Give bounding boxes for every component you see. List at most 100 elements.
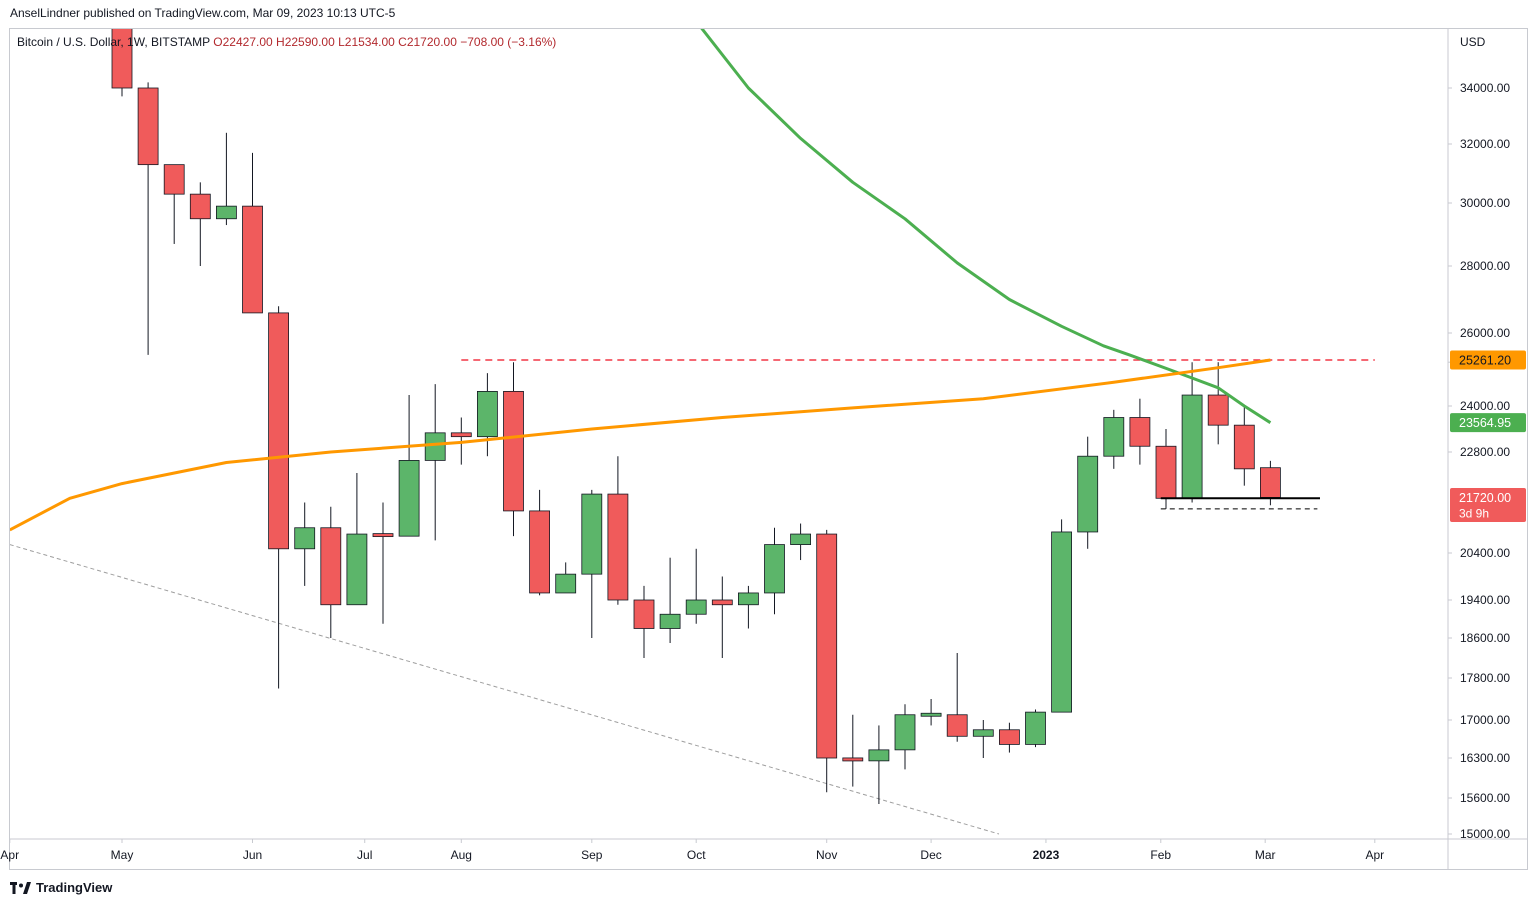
price-tag-25261.20: 25261.20	[1450, 350, 1526, 370]
candle-body	[424, 432, 446, 461]
candle-body	[450, 432, 472, 438]
y-tick-label: 15000.00	[1460, 827, 1510, 841]
chart-legend: Bitcoin / U.S. Dollar, 1W, BITSTAMP O224…	[17, 35, 556, 49]
candle-2022-11-14	[842, 714, 864, 787]
candle-2022-05-02	[111, 29, 133, 97]
candle-2022-07-25	[424, 384, 446, 541]
candle-2022-11-28	[894, 704, 916, 770]
legend-low: L21534.00	[338, 35, 395, 49]
trendline-dashed	[10, 544, 1000, 835]
price-tag-box	[1450, 350, 1526, 370]
candle-2022-06-27	[320, 506, 342, 638]
candle-body	[1260, 467, 1281, 498]
candle-2023-02-06	[1155, 429, 1177, 509]
candle-body	[1233, 424, 1255, 470]
candle-body	[137, 87, 159, 166]
price-tag-label: 23564.95	[1459, 416, 1511, 430]
tradingview-logo-icon	[10, 881, 31, 894]
y-tick-label: 15600.00	[1460, 791, 1510, 805]
candle-body	[555, 573, 577, 594]
candle-body	[790, 533, 811, 545]
price-tag-box	[1450, 487, 1526, 522]
x-tick-label: Dec	[920, 848, 941, 862]
candle-2022-05-09	[137, 82, 159, 355]
candle-body	[816, 533, 838, 759]
x-tick-label: 2023	[1033, 848, 1060, 862]
candle-body	[764, 544, 785, 594]
chart-frame	[9, 28, 1528, 870]
currency-label: USD	[1460, 35, 1486, 49]
x-tick-label: Apr	[1365, 848, 1384, 862]
candle-body	[320, 527, 342, 606]
candle-body	[607, 493, 629, 601]
x-tick-label: Nov	[816, 848, 837, 862]
candle-2023-01-23	[1103, 409, 1125, 469]
candle-body	[294, 527, 316, 550]
moving-average-green	[700, 29, 1272, 424]
candle-2022-07-11	[372, 502, 394, 624]
y-tick-label: 17000.00	[1460, 713, 1510, 727]
candle-body	[1181, 394, 1203, 499]
candle-2022-10-31	[790, 523, 811, 561]
candle-2023-02-20	[1207, 362, 1229, 445]
candle-2022-09-19	[633, 585, 655, 658]
candle-body	[398, 460, 420, 537]
plot-area	[10, 29, 1375, 835]
candle-2022-12-05	[920, 699, 942, 726]
y-tick-label: 34000.00	[1460, 81, 1510, 95]
candle-body	[111, 29, 133, 89]
price-tag-box	[1450, 413, 1526, 433]
x-tick-label: Sep	[581, 848, 603, 862]
y-tick-label: 24000.00	[1460, 399, 1510, 413]
x-tick-label: Feb	[1150, 848, 1171, 862]
candle-body	[163, 164, 185, 195]
x-tick-label: May	[111, 848, 134, 862]
candle-2023-01-02	[1025, 709, 1046, 748]
footer-brand: TradingView	[36, 880, 113, 895]
candle-body	[842, 757, 864, 762]
candle-2022-12-12	[946, 653, 968, 742]
candle-2022-09-05	[581, 489, 603, 638]
candle-2022-05-16	[163, 164, 185, 244]
candle-2022-10-17	[738, 585, 759, 629]
legend-close: C21720.00	[398, 35, 457, 49]
candle-body	[529, 510, 550, 594]
y-tick-label: 26000.00	[1460, 326, 1510, 340]
price-tag-23564.95: 23564.95	[1450, 413, 1526, 433]
candle-body	[189, 193, 211, 220]
candle-2023-01-16	[1077, 436, 1099, 549]
y-tick-label: 28000.00	[1460, 259, 1510, 273]
candle-body	[999, 729, 1020, 745]
price-tag-countdown: 3d 9h	[1459, 506, 1489, 520]
candle-2022-08-08	[476, 373, 498, 457]
candle-body	[868, 749, 890, 762]
x-tick-label: Oct	[687, 848, 706, 862]
x-tick-label: Apr	[0, 848, 19, 862]
y-tick-label: 16300.00	[1460, 751, 1510, 765]
candle-2023-01-30	[1129, 398, 1151, 465]
candle-2022-07-04	[346, 473, 368, 606]
y-tick-label: 22800.00	[1460, 445, 1510, 459]
legend-symbol: Bitcoin / U.S. Dollar, 1W, BITSTAMP	[17, 35, 210, 49]
candle-2022-07-18	[398, 395, 420, 537]
legend-open: O22427.00	[213, 35, 273, 49]
candle-body	[1155, 445, 1177, 499]
candle-body	[738, 592, 759, 606]
candle-body	[346, 533, 368, 606]
candle-2022-09-26	[659, 557, 681, 643]
candle-2022-08-22	[529, 489, 550, 596]
candle-2022-12-26	[999, 722, 1020, 753]
candle-2022-10-24	[764, 527, 785, 615]
candle-body	[633, 599, 655, 629]
y-tick-label: 30000.00	[1460, 196, 1510, 210]
candle-body	[685, 599, 707, 615]
candle-body	[1051, 531, 1072, 713]
candle-2023-01-09	[1051, 519, 1072, 713]
candle-body	[920, 712, 942, 717]
legend-change: −708.00 (−3.16%)	[460, 35, 557, 49]
tradingview-footer[interactable]: TradingView	[10, 880, 112, 895]
y-tick-label: 20400.00	[1460, 546, 1510, 560]
candle-body	[372, 533, 394, 538]
